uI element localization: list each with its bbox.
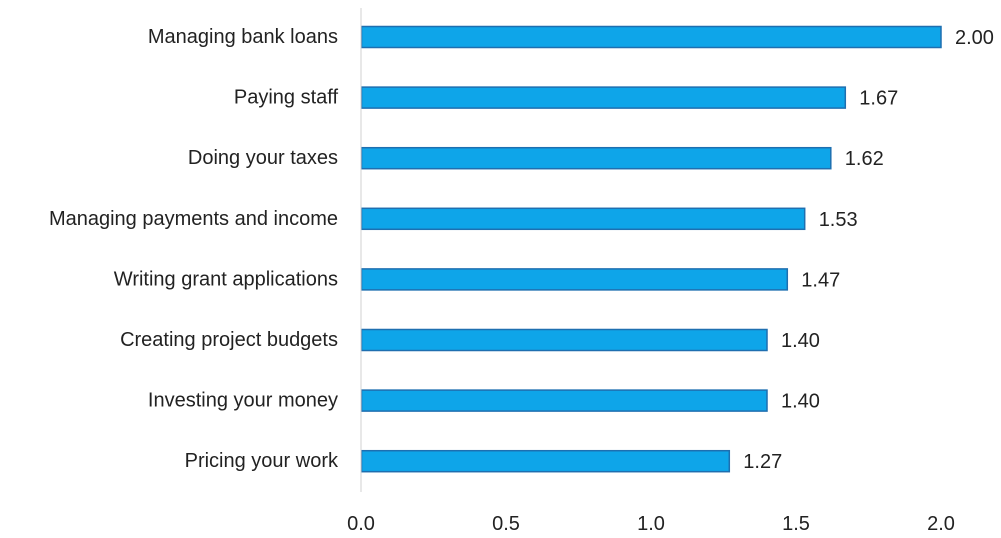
category-label-managing-bank-loans: Managing bank loans xyxy=(148,26,338,48)
bar-investing-your-money xyxy=(360,389,768,412)
value-label-investing-your-money: 1.40 xyxy=(781,391,820,413)
value-label-managing-bank-loans: 2.00 xyxy=(955,27,994,49)
value-label-doing-your-taxes: 1.62 xyxy=(845,148,884,170)
category-label-pricing-your-work: Pricing your work xyxy=(185,450,339,472)
category-label-investing-your-money: Investing your money xyxy=(148,390,338,412)
bar-managing-bank-loans xyxy=(360,25,942,49)
bar-doing-your-taxes xyxy=(360,146,832,170)
category-label-paying-staff: Paying staff xyxy=(234,87,339,109)
x-tick-label: 1.5 xyxy=(782,513,810,533)
bar-paying-staff xyxy=(360,86,847,109)
bar-creating-project-budgets xyxy=(360,328,768,352)
category-label-writing-grant-applications: Writing grant applications xyxy=(114,268,338,290)
x-tick-label: 2.0 xyxy=(927,513,955,533)
value-label-writing-grant-applications: 1.47 xyxy=(801,269,840,291)
x-tick-label: 0.5 xyxy=(492,513,520,533)
x-tick-label: 0.0 xyxy=(347,513,375,533)
value-label-pricing-your-work: 1.27 xyxy=(743,451,782,473)
category-label-managing-payments-and-income: Managing payments and income xyxy=(49,208,338,230)
value-label-creating-project-budgets: 1.40 xyxy=(781,330,820,352)
x-tick-label: 1.0 xyxy=(637,513,665,533)
value-label-paying-staff: 1.67 xyxy=(859,88,898,110)
bar-managing-payments-and-income xyxy=(360,207,806,231)
value-label-managing-payments-and-income: 1.53 xyxy=(819,209,858,231)
category-label-creating-project-budgets: Creating project budgets xyxy=(120,329,338,351)
labels-layer: Managing bank loans 2.00 Paying staff 1.67 D… xyxy=(49,26,994,473)
axis-layer: 0.0 0.5 1.0 1.5 2.0 xyxy=(347,8,955,535)
bar-writing-grant-applications xyxy=(360,268,789,291)
category-label-doing-your-taxes: Doing your taxes xyxy=(188,147,338,169)
bars-layer xyxy=(360,25,942,473)
bar-pricing-your-work xyxy=(360,449,731,473)
